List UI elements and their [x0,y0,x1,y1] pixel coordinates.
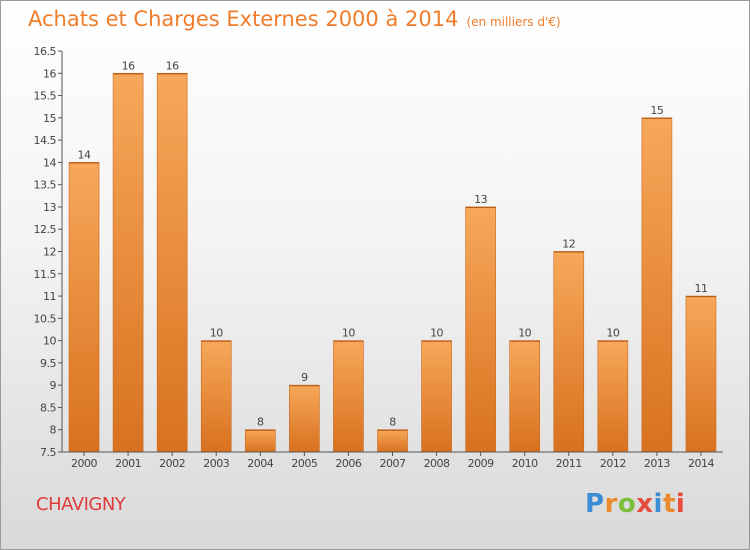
y-tick-label: 12 [43,246,56,259]
bar-2001 [112,72,144,453]
y-tick-label: 15 [43,112,56,125]
y-tick-label: 8.5 [40,401,56,414]
y-tick-label: 14 [43,156,56,169]
chart-title-text: Achats et Charges Externes 2000 à 2014 [28,7,459,31]
bar-2014 [685,295,717,453]
x-tick-label: 2000 [71,457,97,470]
y-tick-label: 13.5 [34,179,57,192]
bar-2004 [245,429,276,453]
bar-2005 [289,384,320,453]
x-tick-label: 2008 [424,457,450,470]
bar-value-label: 15 [650,104,663,117]
x-tick-label: 2003 [203,457,229,470]
logo-letter: x [636,489,654,519]
chart-title: Achats et Charges Externes 2000 à 2014 (e… [28,7,561,31]
logo-letter: t [662,489,676,519]
y-tick-label: 13 [43,201,56,214]
y-tick-label: 14.5 [34,134,57,147]
bar-value-label: 10 [210,327,223,340]
x-tick-label: 2002 [159,457,185,470]
bars: 14 16 16 10 8 9 10 8 10 13 10 12 10 15 11 [68,59,717,453]
bar-value-label: 8 [257,416,264,429]
bar-2012 [597,340,629,453]
x-tick-label: 2010 [512,457,538,470]
bar-2011 [553,251,585,453]
bar-value-label: 16 [122,59,135,72]
x-tick-label: 2009 [468,457,494,470]
y-tick-label: 9 [50,379,57,392]
x-tick-label: 2013 [644,457,670,470]
bar-2007 [377,429,408,453]
logo-letter: o [617,489,637,519]
logo-letter: r [604,489,618,519]
proxiti-logo[interactable]: Proxiti [585,489,685,519]
bar-2003 [200,340,232,453]
bar-2006 [333,340,364,453]
bar-value-label: 13 [474,193,487,206]
y-tick-label: 11.5 [34,268,57,281]
bar-value-label: 8 [389,416,396,429]
y-axis: 7.5 8 8.5 9 9.5 10 10.5 11 11.5 12 12.5 13 13.5 14 14.… [34,45,63,459]
logo-letter: i [653,489,663,519]
x-tick-label: 2012 [600,457,626,470]
y-tick-label: 9.5 [40,357,56,370]
y-tick-label: 16 [43,67,56,80]
logo-letter: i [675,489,686,519]
x-tick-label: 2004 [247,457,273,470]
x-tick-label: 2005 [291,457,317,470]
bar-value-label: 10 [430,327,443,340]
y-tick-label: 12.5 [34,223,57,236]
place-name: CHAVIGNY [36,494,126,515]
x-axis: 2000 2001 2002 2003 2004 2005 2006 2007 2008 2009… [62,451,723,470]
y-tick-label: 7.5 [40,446,56,459]
x-tick-label: 2011 [556,457,582,470]
bar-2013 [641,117,673,453]
x-tick-label: 2007 [380,457,406,470]
logo-letter: P [585,489,605,519]
x-tick-label: 2001 [115,457,141,470]
bar-2009 [465,206,496,453]
bar-value-label: 14 [78,148,91,161]
bar-2002 [156,72,188,453]
y-tick-label: 11 [43,290,56,303]
chart-subtitle: (en milliers d'€) [466,15,561,29]
x-tick-label: 2014 [688,457,714,470]
bar-value-label: 10 [606,327,619,340]
y-tick-label: 10 [43,335,56,348]
bar-value-label: 10 [518,327,531,340]
x-tick-label: 2006 [335,457,361,470]
y-tick-label: 16.5 [34,45,57,58]
bar-value-label: 16 [166,59,179,72]
bar-2008 [421,340,452,453]
bar-value-label: 9 [301,371,308,384]
y-tick-label: 8 [50,424,57,437]
y-tick-label: 15.5 [34,90,57,103]
bar-2000 [68,162,100,453]
bar-value-label: 11 [694,282,707,295]
y-tick-label: 10.5 [34,312,57,325]
bar-value-label: 12 [562,238,575,251]
bar-2010 [509,340,541,453]
bar-value-label: 10 [342,327,355,340]
